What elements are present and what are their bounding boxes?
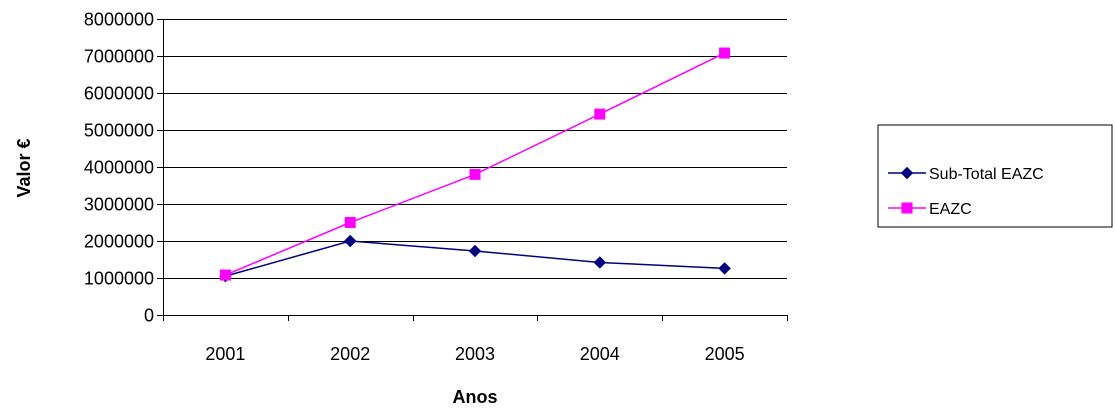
legend-label: EAZC (929, 201, 972, 218)
legend-item: Sub-Total EAZC (888, 166, 1044, 183)
data-point (344, 217, 356, 228)
x-tick-label: 2005 (705, 344, 745, 364)
legend-box (877, 124, 1113, 228)
x-tick-labels: 2001 2002 2003 2004 2005 (205, 344, 744, 364)
y-tick-label: 4000000 (84, 158, 154, 178)
y-tick-label: 5000000 (84, 121, 154, 141)
x-axis-title: Anos (453, 387, 498, 407)
series-1 (219, 47, 731, 281)
y-tick-label: 0 (144, 306, 154, 326)
legend-items: Sub-Total EAZC EAZC (888, 166, 1044, 218)
data-point (468, 244, 482, 258)
y-axis-title: Valor € (14, 138, 34, 197)
data-point (718, 262, 731, 275)
data-point (219, 269, 231, 281)
x-tick-label: 2002 (330, 344, 370, 364)
legend-label: Sub-Total EAZC (929, 166, 1044, 183)
x-tick-label: 2004 (580, 344, 620, 364)
y-tick-labels: 0 1000000 2000000 3000000 4000000 5000000 6000… (84, 10, 154, 326)
data-point (343, 234, 357, 248)
data-point (594, 108, 606, 120)
data-point (469, 168, 481, 180)
y-tick-label: 1000000 (84, 269, 154, 289)
data-point (719, 47, 731, 59)
y-tick-label: 7000000 (84, 47, 154, 67)
x-tick-label: 2001 (205, 344, 245, 364)
legend-swatch-marker (901, 202, 913, 214)
x-tick-label: 2003 (455, 344, 495, 364)
axes (157, 19, 788, 321)
data-point (593, 256, 607, 269)
y-tick-label: 6000000 (84, 84, 154, 104)
legend-swatch-marker (900, 166, 914, 180)
series-0 (219, 234, 731, 283)
y-tick-label: 3000000 (84, 195, 154, 215)
series-group (219, 47, 731, 283)
y-tick-label: 2000000 (84, 232, 154, 252)
legend: Sub-Total EAZC EAZC (877, 124, 1113, 228)
legend-item: EAZC (888, 201, 972, 218)
gridlines (163, 19, 787, 279)
y-tick-label: 8000000 (84, 10, 154, 30)
